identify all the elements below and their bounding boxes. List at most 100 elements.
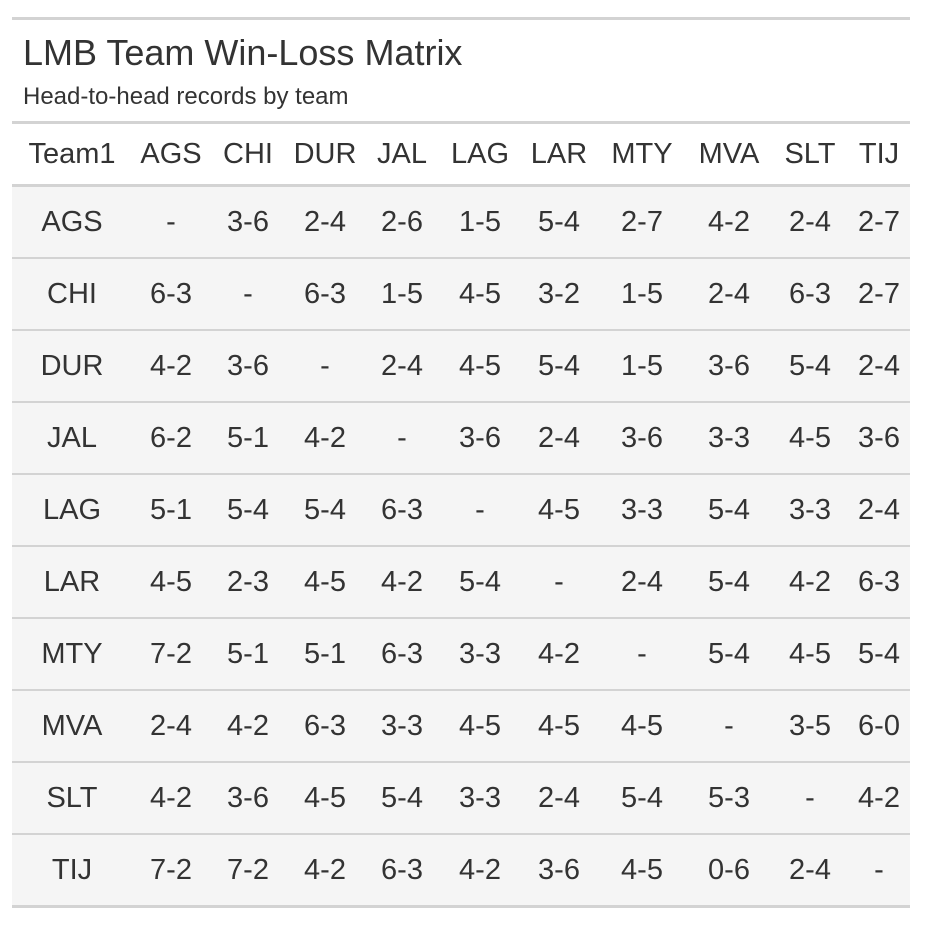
record-cell: 4-5 (286, 762, 364, 835)
record-cell: - (598, 618, 686, 691)
table-row: AGS -3-6 2-4 2-6 1-5 5-4 2-7 4-2 2-4 2-7 (12, 185, 910, 259)
record-cell: 2-7 (598, 185, 686, 259)
record-cell: 3-3 (440, 762, 520, 835)
column-header-mva: MVA (686, 124, 772, 187)
column-header-ags: AGS (132, 124, 210, 187)
record-cell: 4-2 (848, 762, 910, 835)
record-cell: 4-5 (440, 258, 520, 331)
record-cell: 4-2 (132, 762, 210, 835)
record-cell: 5-4 (686, 546, 772, 619)
record-cell: 4-5 (772, 618, 848, 691)
record-cell: 2-4 (686, 258, 772, 331)
record-cell: - (210, 258, 286, 331)
record-cell: 3-2 (520, 258, 598, 331)
column-header-jal: JAL (364, 124, 440, 187)
record-cell: 6-2 (132, 402, 210, 475)
table-title: LMB Team Win-Loss Matrix (23, 32, 463, 73)
header-rule (12, 121, 910, 124)
record-cell: 4-5 (440, 690, 520, 763)
row-team-label: DUR (12, 330, 132, 403)
record-cell: 4-2 (520, 618, 598, 691)
record-cell: 2-4 (772, 834, 848, 908)
record-cell: 5-1 (210, 618, 286, 691)
record-cell: 3-6 (598, 402, 686, 475)
column-header-slt: SLT (772, 124, 848, 187)
record-cell: 3-6 (520, 834, 598, 908)
record-cell: 5-4 (686, 474, 772, 547)
record-cell: 4-2 (286, 402, 364, 475)
record-cell: 3-6 (210, 185, 286, 259)
record-cell: 3-6 (686, 330, 772, 403)
record-cell: 3-3 (440, 618, 520, 691)
record-cell: 5-4 (686, 618, 772, 691)
record-cell: 2-4 (848, 474, 910, 547)
record-cell: 6-3 (364, 834, 440, 908)
row-team-label: JAL (12, 402, 132, 475)
column-header-lag: LAG (440, 124, 520, 187)
record-cell: 2-6 (364, 185, 440, 259)
row-team-label: TIJ (12, 834, 132, 908)
record-cell: 5-1 (210, 402, 286, 475)
record-cell: 4-5 (598, 834, 686, 908)
table-subtitle: Head-to-head records by team (23, 83, 349, 110)
row-team-label: LAG (12, 474, 132, 547)
record-cell: 1-5 (440, 185, 520, 259)
record-cell: 4-2 (286, 834, 364, 908)
record-cell: 4-5 (286, 546, 364, 619)
record-cell: 5-4 (440, 546, 520, 619)
record-cell: 6-3 (364, 618, 440, 691)
record-cell: 4-2 (772, 546, 848, 619)
table-row: TIJ 7-2 7-2 4-2 6-3 4-2 3-6 4-5 0-6 2-4- (12, 834, 910, 908)
record-cell: 3-3 (686, 402, 772, 475)
table-row: LAR 4-5 2-3 4-5 4-2 5-4-2-4 5-4 4-2 6-3 (12, 546, 910, 619)
column-header-dur: DUR (286, 124, 364, 187)
column-header-chi: CHI (210, 124, 286, 187)
record-cell: 5-3 (686, 762, 772, 835)
record-cell: 3-5 (772, 690, 848, 763)
record-cell: 5-4 (848, 618, 910, 691)
row-team-label: CHI (12, 258, 132, 331)
record-cell: 2-4 (286, 185, 364, 259)
record-cell: 5-4 (520, 185, 598, 259)
record-cell: 2-4 (520, 762, 598, 835)
record-cell: - (440, 474, 520, 547)
record-cell: 5-4 (598, 762, 686, 835)
record-cell: - (686, 690, 772, 763)
table-row: CHI 6-3-6-3 1-5 4-5 3-2 1-5 2-4 6-3 2-7 (12, 258, 910, 331)
record-cell: 2-4 (364, 330, 440, 403)
record-cell: 3-6 (440, 402, 520, 475)
row-team-label: MVA (12, 690, 132, 763)
record-cell: 0-6 (686, 834, 772, 908)
record-cell: 6-3 (848, 546, 910, 619)
record-cell: 5-4 (210, 474, 286, 547)
record-cell: 6-3 (132, 258, 210, 331)
top-rule (12, 17, 910, 20)
table-body: AGS -3-6 2-4 2-6 1-5 5-4 2-7 4-2 2-4 2-7 CHI 6-3-6-… (12, 185, 910, 908)
record-cell: - (364, 402, 440, 475)
record-cell: 4-5 (520, 474, 598, 547)
record-cell: 7-2 (132, 834, 210, 908)
record-cell: 3-3 (598, 474, 686, 547)
record-cell: 6-3 (772, 258, 848, 331)
record-cell: 6-0 (848, 690, 910, 763)
record-cell: 2-4 (848, 330, 910, 403)
record-cell: 2-4 (772, 185, 848, 259)
record-cell: 7-2 (132, 618, 210, 691)
record-cell: 6-3 (364, 474, 440, 547)
record-cell: 1-5 (364, 258, 440, 331)
win-loss-table-card: LMB Team Win-Loss Matrix Head-to-head re… (12, 17, 910, 908)
record-cell: 5-4 (520, 330, 598, 403)
column-header-mty: MTY (598, 124, 686, 187)
record-cell: 2-4 (598, 546, 686, 619)
table-row: DUR 4-2 3-6-2-4 4-5 5-4 1-5 3-6 5-4 2-4 (12, 330, 910, 403)
record-cell: 4-5 (440, 330, 520, 403)
record-cell: - (132, 185, 210, 259)
row-team-label: AGS (12, 185, 132, 259)
record-cell: 4-5 (132, 546, 210, 619)
table-row: JAL 6-2 5-1 4-2-3-6 2-4 3-6 3-3 4-5 3-6 (12, 402, 910, 475)
record-cell: 2-7 (848, 258, 910, 331)
table-row: LAG 5-1 5-4 5-4 6-3-4-5 3-3 5-4 3-3 2-4 (12, 474, 910, 547)
row-team-label: LAR (12, 546, 132, 619)
record-cell: 5-1 (132, 474, 210, 547)
win-loss-matrix: Team1 AGS CHI DUR JAL LAG LAR MTY MVA SLT TIJ AGS -… (12, 124, 910, 908)
